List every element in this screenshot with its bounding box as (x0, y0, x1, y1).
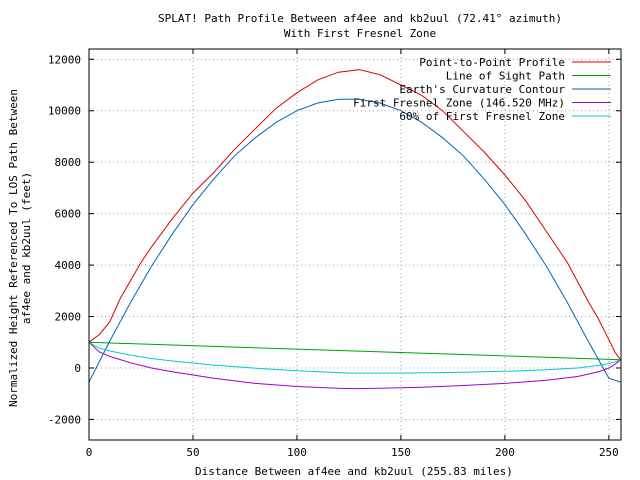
series-line-earth-curvature-contour (88, 98, 622, 383)
x-tick-label: 150 (391, 446, 411, 459)
y-tick-label: 4000 (55, 259, 82, 272)
y-tick-label: 0 (74, 362, 81, 375)
legend-label-point-to-point-profile: Point-to-Point Profile (419, 56, 565, 69)
y-tick-label: 12000 (48, 53, 81, 66)
series-lines (88, 69, 622, 390)
grid (88, 49, 621, 440)
x-tick-label: 100 (287, 446, 307, 459)
y-tick-label: 10000 (48, 105, 81, 118)
chart-title: SPLAT! Path Profile Between af4ee and kb… (158, 12, 562, 25)
legend-label-sixty-percent-fresnel-zone: 60% of First Fresnel Zone (399, 110, 565, 123)
series-line-point-to-point-profile (88, 69, 622, 361)
x-tick-label: 250 (599, 446, 619, 459)
x-tick-label: 50 (186, 446, 199, 459)
legend-label-earth-curvature-contour: Earth's Curvature Contour (399, 83, 565, 96)
x-tick-label: 200 (495, 446, 515, 459)
y-axis-label-line2: af4ee and kb2uul (feet) (20, 172, 33, 324)
y-axis-label-line1: Normalized Height Referenced To LOS Path… (7, 89, 20, 407)
x-tick-label: 0 (86, 446, 93, 459)
series-line-line-of-sight-path (88, 341, 622, 361)
series-line-sixty-percent-fresnel-zone (88, 341, 622, 374)
axis-ticks: 0 50 100 150 200 250 -2000 0 2000 4000 6000 8000 100… (48, 49, 621, 459)
legend-label-first-fresnel-zone: First Fresnel Zone (146.520 MHz) (353, 97, 565, 110)
series-line-first-fresnel-zone (88, 341, 622, 390)
y-tick-label: 6000 (55, 208, 82, 221)
x-axis-label: Distance Between af4ee and kb2uul (255.8… (195, 465, 513, 478)
plot-frame (88, 48, 622, 441)
y-tick-label: 8000 (55, 156, 82, 169)
y-tick-label: 2000 (55, 311, 82, 324)
y-tick-label: -2000 (48, 413, 81, 426)
legend-label-line-of-sight-path: Line of Sight Path (446, 70, 565, 83)
chart-subtitle: With First Fresnel Zone (284, 27, 436, 40)
